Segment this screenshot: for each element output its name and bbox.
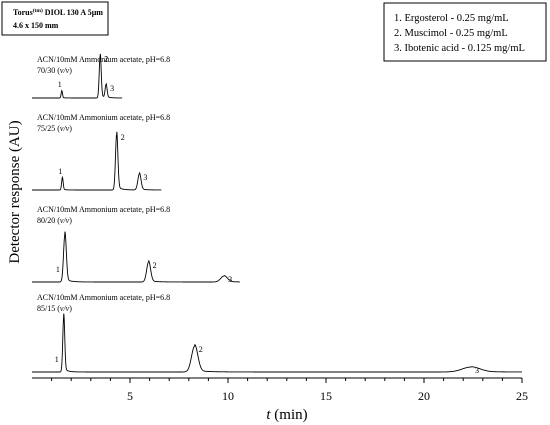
peak-label: 1 <box>58 80 62 89</box>
trace-line <box>32 131 162 191</box>
chromatogram-3: ACN/10mM Ammonium acetate, pH=6.8 80/20 (… <box>32 205 240 284</box>
peak-label: 1 <box>58 167 62 176</box>
condition-label: ACN/10mM Ammonium acetate, pH=6.8 <box>37 205 170 214</box>
column-label-line1: Torus(tm) DIOL 130 A 5µm <box>13 7 103 17</box>
y-axis-label: Detector response (AU) <box>7 120 23 263</box>
condition-label: ACN/10mM Ammonium acetate, pH=6.8 <box>37 55 170 64</box>
x-tick-label: 5 <box>127 389 133 403</box>
trace-line <box>32 313 522 373</box>
trace-line <box>32 231 240 283</box>
peak-label: 3 <box>143 173 147 182</box>
chromatogram-4: ACN/10mM Ammonium acetate, pH=6.8 85/15 (… <box>32 293 522 375</box>
traces-layer: ACN/10mM Ammonium acetate, pH=6.8 70/30 (… <box>32 53 522 375</box>
legend-entry-3: 3. Ibotenic acid - 0.125 mg/mL <box>394 43 525 54</box>
column-label-box <box>1 1 109 36</box>
peak-label: 2 <box>104 55 108 64</box>
legend-entry-2: 2. Muscimol - 0.25 mg/mL <box>394 28 508 39</box>
condition-ratio: 70/30 (v/v) <box>37 66 72 75</box>
condition-ratio: 85/15 (v/v) <box>37 304 72 313</box>
condition-label: ACN/10mM Ammonium acetate, pH=6.8 <box>37 113 170 122</box>
condition-label: ACN/10mM Ammonium acetate, pH=6.8 <box>37 293 170 302</box>
chromatogram-1: ACN/10mM Ammonium acetate, pH=6.8 70/30 (… <box>32 53 170 99</box>
peak-label: 1 <box>56 265 60 274</box>
peak-label: 2 <box>199 345 203 354</box>
compound-legend: 1. Ergosterol - 0.25 mg/mL 2. Muscimol -… <box>383 2 547 62</box>
column-label-line2: 4.6 x 150 mm <box>13 21 59 30</box>
peak-label: 2 <box>153 261 157 270</box>
x-tick-label: 25 <box>516 389 528 403</box>
x-tick-label: 15 <box>320 389 332 403</box>
x-ticks: 5 10 15 20 25 <box>51 378 528 403</box>
peak-label: 2 <box>121 133 125 142</box>
peak-label: 3 <box>475 366 479 375</box>
chromatogram-2: ACN/10mM Ammonium acetate, pH=6.8 75/25 (… <box>32 113 170 191</box>
column-label: Torus(tm) DIOL 130 A 5µm 4.6 x 150 mm <box>1 1 109 36</box>
x-tick-label: 20 <box>418 389 430 403</box>
peak-label: 3 <box>110 84 114 93</box>
legend-entry-1: 1. Ergosterol - 0.25 mg/mL <box>394 13 509 24</box>
legend-box <box>383 2 547 62</box>
condition-ratio: 75/25 (v/v) <box>37 124 72 133</box>
condition-ratio: 80/20 (v/v) <box>37 216 72 225</box>
peak-label: 1 <box>55 355 59 364</box>
x-tick-label: 10 <box>222 389 234 403</box>
peak-label: 3 <box>228 275 232 284</box>
x-axis-label: t (min) <box>266 407 307 423</box>
trace-line <box>32 53 123 99</box>
